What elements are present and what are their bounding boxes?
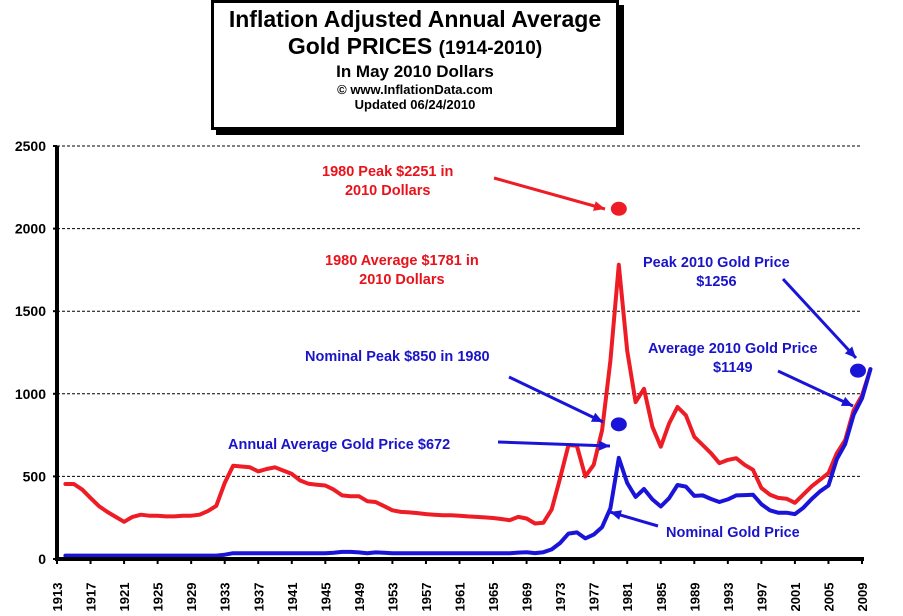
x-tick-label: 1953 xyxy=(385,583,400,612)
data-marker-point xyxy=(610,201,627,216)
arrow-1980-peak-real-head xyxy=(593,201,605,211)
copyright-link[interactable]: © www.InflationData.com xyxy=(337,82,493,97)
annotation-average-2010: Average 2010 Gold Price $1149 xyxy=(648,340,818,378)
x-tick-label: 1913 xyxy=(50,583,65,612)
arrow-peak-2010-head xyxy=(844,346,856,358)
data-marker-point xyxy=(610,417,627,432)
x-tick-label: 1957 xyxy=(419,583,434,612)
x-tick-label: 1973 xyxy=(553,583,568,612)
x-tick-label: 1949 xyxy=(352,583,367,612)
chart-title-line1: Inflation Adjusted Annual Average xyxy=(228,6,602,32)
data-marker-point xyxy=(850,363,866,378)
arrow-nominal-peak-head xyxy=(590,412,603,422)
annotation-line: 2010 Dollars xyxy=(359,272,445,288)
annotation-line: 1980 Average $1781 in xyxy=(325,253,479,269)
arrow-peak-2010 xyxy=(781,277,858,360)
x-axis-ticks: 1913 1917 1921 1925 1929 1933 1937 1941 1945 1949… xyxy=(50,559,870,611)
y-tick-label: 1500 xyxy=(15,303,46,319)
x-tick-label: 1989 xyxy=(687,583,702,612)
annotation-1980-average-real: 1980 Average $1781 in 2010 Dollars xyxy=(325,252,479,290)
annotation-line: Average 2010 Gold Price xyxy=(648,341,818,357)
y-tick-label: 1000 xyxy=(15,386,46,402)
x-tick-label: 2005 xyxy=(821,583,836,612)
x-tick-label: 1965 xyxy=(486,583,501,612)
annotation-peak-2010: Peak 2010 Gold Price $1256 xyxy=(643,254,790,292)
chart-subtitle: In May 2010 Dollars xyxy=(336,62,494,81)
arrow-1980-peak-real xyxy=(493,176,606,211)
x-tick-label: 1917 xyxy=(84,583,99,612)
title-box: Inflation Adjusted Annual Average Gold P… xyxy=(211,0,619,130)
annotation-line: $1256 xyxy=(696,274,737,290)
x-tick-label: 1945 xyxy=(318,583,333,612)
arrow-nominal-gold-price-head xyxy=(610,510,622,520)
x-tick-label: 1981 xyxy=(620,583,635,612)
annotation-nominal-peak: Nominal Peak $850 in 1980 xyxy=(305,349,490,365)
series-line-nominal xyxy=(63,367,873,558)
y-tick-label: 0 xyxy=(38,551,46,567)
x-tick-label: 1977 xyxy=(587,583,602,612)
x-tick-label: 1937 xyxy=(251,583,266,612)
y-axis-ticks: 0 500 1000 1500 2000 2500 xyxy=(15,138,57,567)
x-tick-label: 1985 xyxy=(654,583,669,612)
x-tick-label: 1961 xyxy=(453,583,468,612)
x-tick-label: 2001 xyxy=(788,583,803,612)
arrow-average-2010-head xyxy=(840,396,853,406)
arrow-average-2010 xyxy=(777,369,854,408)
annotation-line: $1149 xyxy=(713,360,753,376)
y-tick-label: 2500 xyxy=(15,138,46,154)
arrow-nominal-peak xyxy=(508,375,604,424)
x-tick-label: 1925 xyxy=(151,583,166,612)
annotation-line: 2010 Dollars xyxy=(344,183,431,199)
arrow-annual-average-nominal-head xyxy=(598,440,610,451)
annotation-annual-average-nominal: Annual Average Gold Price $672 xyxy=(228,437,451,453)
series-group xyxy=(63,262,873,558)
x-tick-label: 1933 xyxy=(218,583,233,612)
x-tick-label: 1993 xyxy=(721,583,736,612)
updated-date: Updated 06/24/2010 xyxy=(354,97,476,112)
x-tick-label: 1929 xyxy=(184,583,199,612)
x-tick-label: 1997 xyxy=(754,583,769,612)
annotation-markers xyxy=(610,201,866,432)
gridlines xyxy=(57,145,862,477)
annotation-line: Peak 2010 Gold Price xyxy=(643,255,790,271)
arrow-annual-average-nominal xyxy=(497,440,611,448)
annotation-line: 1980 Peak $2251 in xyxy=(322,164,454,180)
x-tick-label: 1941 xyxy=(285,583,300,612)
x-tick-label: 1921 xyxy=(117,583,132,612)
chart-title-main: Gold PRICES xyxy=(287,33,439,59)
series-line-inflation-adjusted xyxy=(63,262,873,526)
x-tick-label: 2009 xyxy=(855,583,870,612)
y-tick-label: 2000 xyxy=(15,221,46,237)
annotation-arrows xyxy=(493,176,858,528)
x-tick-label: 1969 xyxy=(520,583,535,612)
annotation-nominal-gold-price: Nominal Gold Price xyxy=(666,525,800,541)
chart-title-years: (1914-2010) xyxy=(438,38,543,59)
chart-title-line2: Gold PRICES (1914-2010) xyxy=(214,33,616,62)
y-tick-label: 500 xyxy=(23,468,47,484)
annotation-1980-peak-real: 1980 Peak $2251 in 2010 Dollars xyxy=(322,163,453,201)
